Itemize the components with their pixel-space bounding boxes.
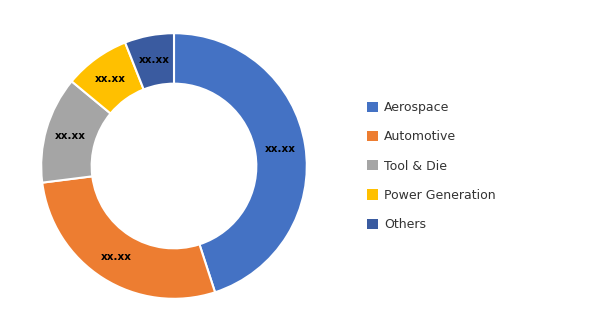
Text: xx.xx: xx.xx — [139, 55, 169, 65]
Wedge shape — [71, 42, 143, 114]
Text: xx.xx: xx.xx — [101, 252, 132, 262]
Wedge shape — [42, 176, 215, 299]
Text: xx.xx: xx.xx — [265, 144, 296, 154]
Wedge shape — [174, 33, 307, 292]
Text: xx.xx: xx.xx — [95, 74, 126, 84]
Legend: Aerospace, Automotive, Tool & Die, Power Generation, Others: Aerospace, Automotive, Tool & Die, Power… — [367, 101, 496, 231]
Wedge shape — [41, 81, 110, 183]
Text: xx.xx: xx.xx — [55, 131, 86, 141]
Wedge shape — [125, 33, 174, 89]
